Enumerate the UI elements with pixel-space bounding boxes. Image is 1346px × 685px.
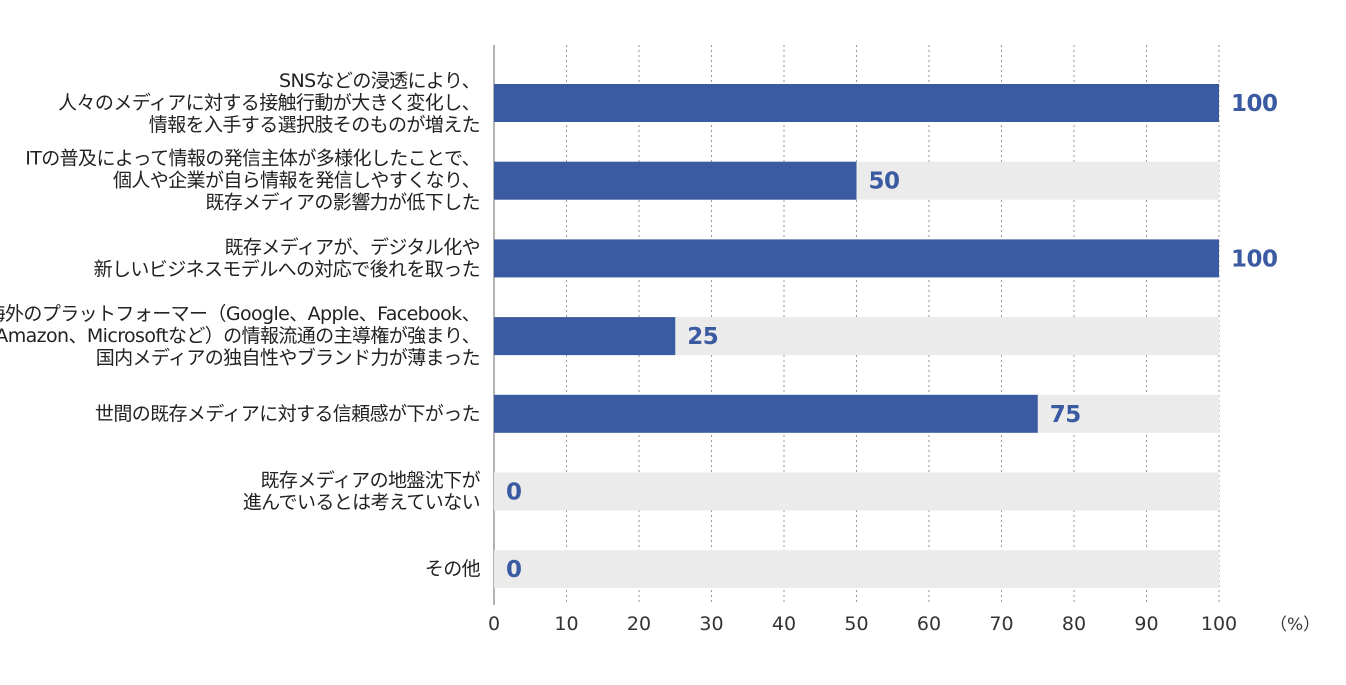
bar (494, 161, 857, 200)
value-label: 100 (1231, 91, 1278, 117)
category-label: 情報を入手する選択肢そのものが増えた (149, 114, 480, 136)
category-label: 既存メディアの地盤沈下が (261, 470, 481, 492)
bar-track (494, 550, 1219, 589)
category-label: 新しいビジネスモデルへの対応で後れを取った (94, 258, 480, 280)
category-label: 海外のプラットフォーマー（Google、Apple、Facebook、 (0, 303, 480, 325)
bar-track (494, 472, 1219, 511)
category-label: 既存メディアが、デジタル化や (224, 236, 480, 258)
x-tick-label: 60 (917, 613, 941, 635)
x-tick-label: 80 (1062, 613, 1086, 635)
category-label: 人々のメディアに対する接触行動が大きく変化し、 (58, 92, 480, 114)
category-label: 世間の既存メディアに対する信頼感が下がった (95, 403, 480, 425)
x-tick-label: 0 (488, 613, 500, 635)
value-label: 75 (1050, 402, 1081, 428)
value-label: 100 (1231, 246, 1278, 272)
bar (494, 394, 1038, 433)
x-tick-label: 30 (699, 613, 723, 635)
x-tick-label: 70 (989, 613, 1013, 635)
bar (494, 239, 1219, 278)
bar (494, 317, 676, 356)
value-label: 25 (687, 324, 718, 350)
category-label: 個人や企業が自ら情報を発信しやすくなり、 (113, 170, 480, 192)
value-labels: 100 50 100 25 75 0 0 (506, 91, 1278, 583)
category-label: 国内メディアの独自性やブランド力が薄まった (96, 346, 480, 369)
bar (494, 84, 1219, 122)
x-tick-label: 50 (844, 613, 868, 635)
category-label: 既存メディアの影響力が低下した (205, 192, 480, 214)
value-label: 0 (506, 557, 522, 583)
x-tick-label: 100 (1201, 613, 1237, 635)
category-label: SNSなどの浸透により、 (279, 70, 480, 92)
x-axis-tick-labels: 0 10 20 30 40 50 60 70 80 90 100 (488, 613, 1237, 635)
x-axis-unit-label: （%） (1270, 615, 1320, 635)
category-label: その他 (425, 558, 481, 580)
category-labels: SNSなどの浸透により、人々のメディアに対する接触行動が大きく変化し、情報を入手… (0, 70, 481, 580)
category-label: 進んでいるとは考えていない (243, 492, 480, 514)
value-label: 0 (506, 480, 522, 506)
x-tick-label: 10 (554, 613, 578, 635)
category-label: ITの普及によって情報の発信主体が多様化したことで、 (25, 148, 480, 170)
x-tick-label: 40 (772, 613, 796, 635)
bars (494, 84, 1219, 433)
value-label: 50 (869, 169, 900, 195)
x-tick-label: 20 (627, 613, 651, 635)
category-label: Amazon、Microsoftなど）の情報流通の主導権が強まり、 (0, 325, 480, 347)
x-tick-label: 90 (1134, 613, 1158, 635)
